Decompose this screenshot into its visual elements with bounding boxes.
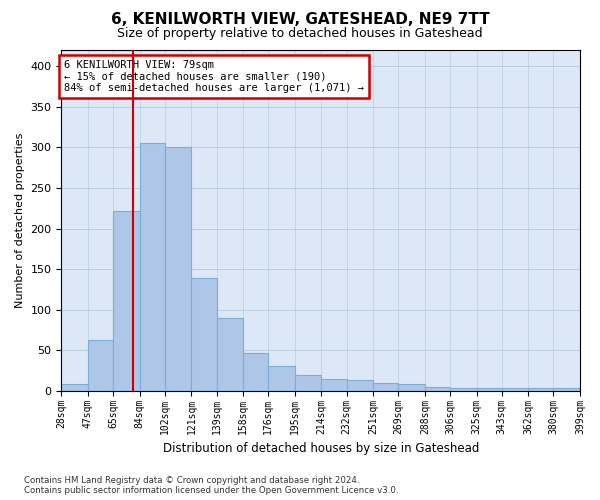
Bar [61, 384, 88, 391]
Bar [243, 354, 268, 391]
X-axis label: Distribution of detached houses by size in Gateshead: Distribution of detached houses by size … [163, 442, 479, 455]
Text: Size of property relative to detached houses in Gateshead: Size of property relative to detached ho… [117, 28, 483, 40]
Text: 6 KENILWORTH VIEW: 79sqm
← 15% of detached houses are smaller (190)
84% of semi-: 6 KENILWORTH VIEW: 79sqm ← 15% of detach… [64, 60, 364, 93]
Bar [191, 278, 217, 391]
Bar [113, 212, 140, 391]
Bar [373, 382, 398, 391]
Bar [140, 144, 165, 391]
Bar [398, 384, 425, 391]
Bar [165, 146, 191, 391]
Bar [322, 378, 347, 391]
Bar [502, 388, 528, 391]
Bar [476, 388, 502, 391]
Text: Contains HM Land Registry data © Crown copyright and database right 2024.
Contai: Contains HM Land Registry data © Crown c… [24, 476, 398, 495]
Bar [450, 388, 476, 391]
Bar [295, 374, 322, 391]
Bar [88, 340, 113, 391]
Bar [425, 386, 450, 391]
Bar [268, 366, 295, 391]
Bar [553, 388, 580, 391]
Text: 6, KENILWORTH VIEW, GATESHEAD, NE9 7TT: 6, KENILWORTH VIEW, GATESHEAD, NE9 7TT [110, 12, 490, 28]
Bar [347, 380, 373, 391]
Bar [217, 318, 243, 391]
Bar [528, 388, 553, 391]
Y-axis label: Number of detached properties: Number of detached properties [15, 132, 25, 308]
